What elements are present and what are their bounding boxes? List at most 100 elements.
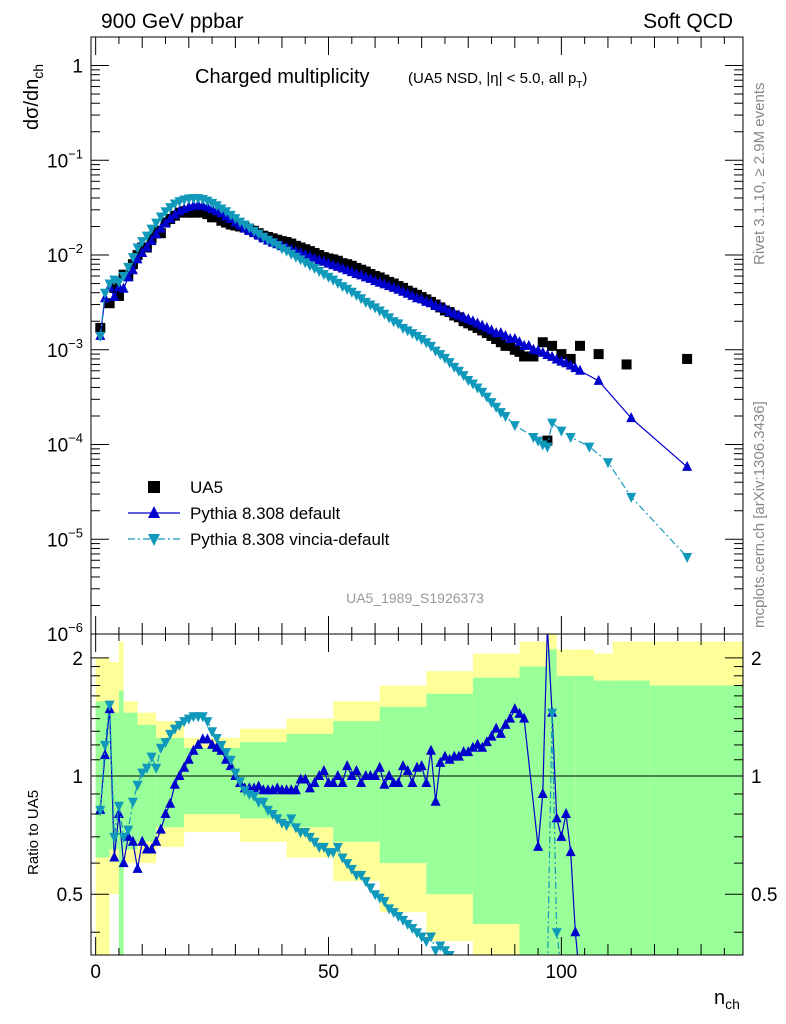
data-point-pythia-vincia [104,279,115,290]
ratio-point-pythia-vincia [118,832,129,843]
data-point-pythia-vincia [365,300,376,311]
ratio-point-pythia-vincia [439,946,450,955]
data-point-ua5 [565,353,576,364]
y-tick-label-main: 10−2 [47,241,83,267]
ratio-point-pythia-default [551,812,562,823]
ratio-point-pythia-vincia [454,956,464,966]
ratio-point-pythia-vincia [309,837,320,848]
ratio-point-pythia-default [384,770,395,781]
ratio-point-pythia-default [565,846,576,857]
y-tick-label-main: 10−6 [47,620,83,646]
data-point-pythia-default [123,271,134,282]
data-point-pythia-vincia [463,375,474,386]
ratio-point-pythia-vincia [459,956,469,966]
ratio-band-inner [286,733,334,828]
data-point-pythia-vincia [528,433,539,444]
header-right: Soft QCD [643,10,733,33]
ratio-point-pythia-vincia [402,919,413,930]
data-point-pythia-vincia [491,402,502,413]
chart-title: Charged multiplicity [195,66,370,88]
ratio-point-pythia-default [561,808,572,819]
ratio-band-inner [519,666,548,955]
ratio-point-pythia-vincia [468,961,478,971]
ratio-point-pythia-vincia [169,724,180,735]
data-point-pythia-default [127,264,138,275]
ratio-point-pythia-default [570,926,581,937]
main-series-layer [95,193,693,563]
data-point-pythia-default [523,339,534,350]
data-point-pythia-vincia [123,262,134,273]
data-point-ua5 [127,259,138,270]
ratio-point-pythia-vincia [496,966,506,976]
ratio-series-clipped [95,621,581,976]
ratio-point-pythia-vincia [342,859,353,870]
data-point-pythia-vincia [249,226,259,237]
ratio-point-pythia-default [137,835,148,846]
data-point-pythia-vincia [346,287,357,298]
ratio-point-pythia-vincia [388,908,399,919]
data-point-pythia-vincia [300,258,311,269]
ratio-point-pythia-vincia [165,729,176,740]
ratio-point-pythia-vincia [500,966,510,976]
ratio-point-pythia-vincia [230,768,241,779]
ratio-point-pythia-default [542,621,552,631]
ratio-point-pythia-vincia [463,956,473,966]
data-point-pythia-vincia [412,331,422,342]
ratio-point-pythia-default [505,712,516,723]
ratio-point-pythia-default [314,770,325,781]
y-tick-label-ratio-right: 2 [751,649,762,670]
ratio-point-pythia-vincia [393,911,404,922]
data-point-pythia-vincia [556,426,567,437]
ratio-point-pythia-default [109,851,120,862]
data-point-pythia-vincia [323,272,334,283]
data-point-pythia-vincia [435,350,446,361]
data-point-pythia-default [132,253,143,264]
ratio-axes: 2 2 1 1 0.5 0.5 [57,649,777,933]
data-point-pythia-vincia [602,458,613,469]
ratio-point-pythia-default [179,761,190,772]
ratio-point-pythia-vincia [547,708,558,719]
data-point-pythia-vincia [253,229,264,240]
ratio-point-pythia-default [342,760,353,771]
data-point-ua5 [575,340,585,351]
ratio-point-pythia-vincia [430,946,441,955]
ratio-point-pythia-default [169,778,180,789]
data-point-pythia-default [146,235,157,246]
data-point-pythia-vincia [467,379,478,390]
y-axis-label-main: dσ/dnch [21,64,46,130]
ratio-point-pythia-vincia [528,966,538,976]
ratio-series-layer [95,621,581,976]
ratio-point-pythia-default [118,857,129,868]
ratio-point-pythia-vincia [551,928,562,939]
data-point-pythia-vincia [500,411,511,422]
ratio-point-pythia-default [332,770,343,781]
ratio-point-pythia-vincia [398,915,409,926]
legend: UA5 Pythia 8.308 default Pythia 8.308 vinc… [128,478,390,549]
y-tick-label-main: 10−1 [47,146,83,172]
side-label-rivet: Rivet 3.1.10, ≥ 2.9M events [751,83,768,266]
ratio-point-pythia-default [398,760,409,771]
data-point-pythia-default [169,208,180,219]
ratio-band-inner [426,693,473,895]
ratio-point-pythia-default [151,835,162,846]
y-tick-label-main: 1 [72,57,83,78]
ratio-point-pythia-vincia [281,821,292,832]
ratio-point-pythia-vincia [370,890,381,901]
data-point-pythia-vincia [146,224,157,235]
series-line-pythia-8-308-default [99,204,688,468]
ratio-point-pythia-vincia [123,825,134,836]
ratio-point-pythia-vincia [132,780,143,791]
data-point-pythia-vincia [230,214,241,225]
data-point-ua5 [593,349,604,360]
data-point-pythia-vincia [495,408,506,419]
ratio-point-pythia-default [127,835,138,846]
data-point-pythia-vincia [682,552,693,563]
data-point-pythia-vincia [95,331,106,342]
ratio-point-pythia-default [351,764,362,775]
x-tick-label: 100 [546,962,578,983]
data-point-pythia-vincia [244,223,255,234]
ratio-point-pythia-default [318,764,329,775]
ratio-point-pythia-vincia [258,797,269,808]
data-point-ua5 [155,228,166,239]
data-point-pythia-vincia [281,246,292,257]
